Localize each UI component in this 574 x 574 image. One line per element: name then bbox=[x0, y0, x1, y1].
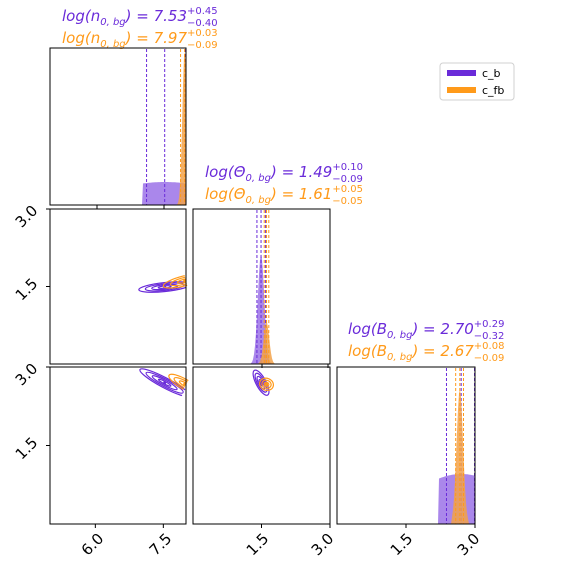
contour-nb-cb-1 bbox=[151, 375, 178, 391]
xtick-theta-1: 3.0 bbox=[308, 530, 338, 560]
panel-n-theta bbox=[138, 273, 207, 293]
hist-theta-cb bbox=[193, 254, 330, 364]
xtick-n-0: 6.0 bbox=[78, 530, 108, 560]
xtick-b-0: 1.5 bbox=[387, 530, 417, 560]
xtick-theta-0: 1.5 bbox=[243, 530, 273, 560]
frame-n-b bbox=[49, 366, 187, 525]
title-theta-cfb: log(Θ0, bg) = 1.61+0.05 −0.05 bbox=[205, 184, 363, 207]
contour-nb-cfb-2 bbox=[168, 373, 195, 395]
ytick-row1-0: 3.0 bbox=[12, 202, 42, 232]
hist-b-cb bbox=[337, 474, 475, 524]
xtick-b-1: 3.0 bbox=[454, 530, 484, 560]
center-tb-cfb bbox=[265, 382, 269, 386]
xtick-n-1: 7.5 bbox=[146, 530, 176, 560]
panel-theta-hist bbox=[193, 210, 330, 364]
contour-nb-cb-2 bbox=[145, 371, 184, 394]
panel-n-hist bbox=[50, 49, 187, 206]
legend-label-cfb: c_fb bbox=[482, 84, 504, 97]
center-nb-cb bbox=[163, 381, 167, 385]
title-n-cb: log(n0, bg) = 7.53+0.45 −0.40 bbox=[62, 6, 218, 29]
contour-tb-cb-2 bbox=[254, 372, 268, 393]
title-b-cb: log(B0, bg) = 2.70+0.29 −0.32 bbox=[348, 319, 504, 342]
legend-label-cb: c_b bbox=[482, 67, 501, 80]
title-theta-cb: log(Θ0, bg) = 1.49+0.10 −0.09 bbox=[205, 162, 363, 185]
panel-theta-b bbox=[252, 369, 275, 396]
hist-b-cfb bbox=[337, 389, 475, 524]
panel-n-b bbox=[139, 368, 195, 398]
contour-tb-cfb-2 bbox=[259, 377, 275, 391]
title-b-cfb: log(B0, bg) = 2.67+0.08 −0.09 bbox=[348, 341, 504, 364]
hist-n-cb bbox=[50, 182, 186, 205]
ytick-row1-1: 1.5 bbox=[12, 275, 42, 305]
center-nt-cfb bbox=[183, 279, 186, 283]
tick-marks bbox=[46, 205, 476, 528]
ytick-row2-1: 1.5 bbox=[12, 434, 42, 464]
frame-n-hist bbox=[49, 47, 187, 206]
center-nb-cfb bbox=[183, 382, 186, 386]
panel-b-hist bbox=[337, 368, 476, 524]
ytick-row2-0: 3.0 bbox=[12, 360, 42, 390]
title-n-cfb: log(n0, bg) = 7.97+0.03 −0.09 bbox=[62, 28, 218, 51]
contour-tb-cfb-0 bbox=[263, 381, 270, 387]
legend: c_b c_fb bbox=[439, 62, 515, 101]
contour-tb-cfb-1 bbox=[261, 379, 272, 389]
